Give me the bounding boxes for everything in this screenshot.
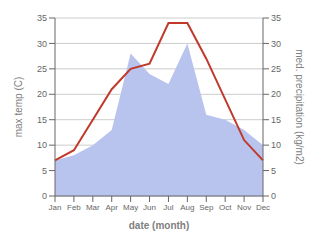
svg-text:10: 10: [271, 140, 281, 150]
svg-text:35: 35: [271, 13, 281, 23]
svg-text:med. precipitation (kg/m2): med. precipitation (kg/m2): [294, 49, 305, 165]
svg-text:20: 20: [37, 89, 47, 99]
svg-text:25: 25: [37, 64, 47, 74]
svg-text:35: 35: [37, 13, 47, 23]
svg-text:Jan: Jan: [49, 203, 62, 212]
svg-text:Nov: Nov: [237, 203, 251, 212]
svg-text:0: 0: [271, 191, 276, 201]
svg-text:Oct: Oct: [219, 203, 232, 212]
svg-text:5: 5: [42, 166, 47, 176]
svg-text:15: 15: [37, 115, 47, 125]
svg-text:30: 30: [271, 39, 281, 49]
svg-text:Aug: Aug: [180, 203, 194, 212]
svg-text:Feb: Feb: [67, 203, 81, 212]
svg-text:Sep: Sep: [199, 203, 214, 212]
svg-text:0: 0: [42, 191, 47, 201]
svg-text:date (month): date (month): [129, 220, 190, 231]
svg-text:Mar: Mar: [86, 203, 100, 212]
svg-text:Jul: Jul: [163, 203, 173, 212]
svg-text:May: May: [123, 203, 138, 212]
svg-text:max temp (C): max temp (C): [13, 77, 24, 138]
svg-text:15: 15: [271, 115, 281, 125]
svg-text:30: 30: [37, 39, 47, 49]
svg-text:Apr: Apr: [106, 203, 119, 212]
svg-text:5: 5: [271, 166, 276, 176]
svg-text:Jun: Jun: [143, 203, 156, 212]
svg-text:10: 10: [37, 140, 47, 150]
svg-text:Dec: Dec: [256, 203, 270, 212]
svg-text:25: 25: [271, 64, 281, 74]
svg-text:20: 20: [271, 89, 281, 99]
